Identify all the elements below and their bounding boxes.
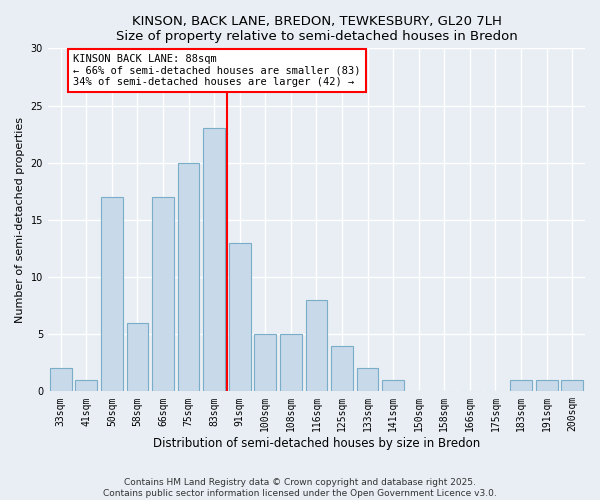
Bar (203, 128, 225, 392)
Bar (152, 197, 174, 392)
Bar (562, 380, 583, 392)
Text: KINSON BACK LANE: 88sqm
← 66% of semi-detached houses are smaller (83)
34% of se: KINSON BACK LANE: 88sqm ← 66% of semi-de… (73, 54, 361, 87)
Bar (331, 346, 353, 392)
Bar (127, 322, 148, 392)
Bar (229, 242, 251, 392)
Y-axis label: Number of semi-detached properties: Number of semi-detached properties (15, 117, 25, 323)
Bar (382, 380, 404, 392)
Text: Contains HM Land Registry data © Crown copyright and database right 2025.
Contai: Contains HM Land Registry data © Crown c… (103, 478, 497, 498)
X-axis label: Distribution of semi-detached houses by size in Bredon: Distribution of semi-detached houses by … (153, 437, 480, 450)
Bar (305, 300, 328, 392)
Bar (76, 380, 97, 392)
Bar (357, 368, 379, 392)
Bar (280, 334, 302, 392)
Bar (101, 197, 123, 392)
Bar (510, 380, 532, 392)
Title: KINSON, BACK LANE, BREDON, TEWKESBURY, GL20 7LH
Size of property relative to sem: KINSON, BACK LANE, BREDON, TEWKESBURY, G… (116, 15, 517, 43)
Bar (254, 334, 276, 392)
Bar (50, 368, 71, 392)
Bar (536, 380, 557, 392)
Bar (178, 162, 199, 392)
